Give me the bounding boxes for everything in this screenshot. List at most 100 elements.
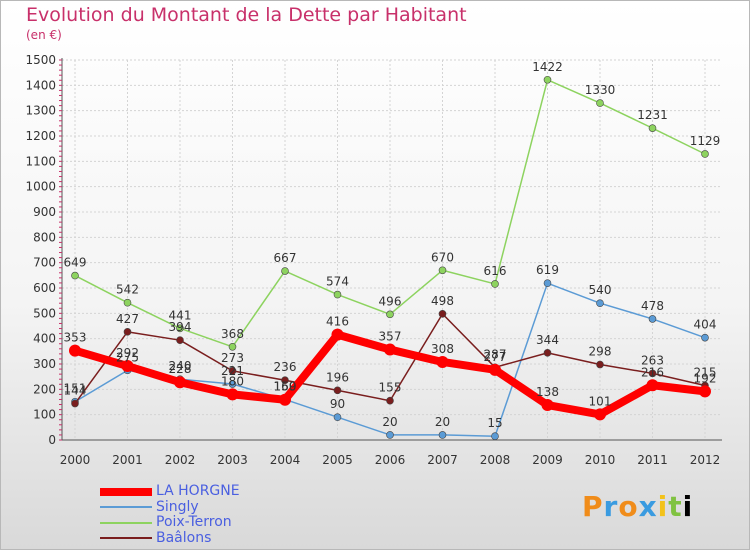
y-tick-label: 900 xyxy=(33,205,56,219)
data-point xyxy=(228,380,237,388)
y-tick-label: 800 xyxy=(33,230,56,244)
legend-swatch xyxy=(100,537,152,540)
data-point xyxy=(438,310,447,318)
y-tick-label: 1500 xyxy=(25,53,56,67)
data-label: 287 xyxy=(484,347,507,361)
data-label: 240 xyxy=(169,359,192,373)
data-point xyxy=(281,376,289,385)
y-tick-label: 0 xyxy=(48,433,56,447)
chart-title: Evolution du Montant de la Dette par Hab… xyxy=(26,4,467,26)
data-point xyxy=(491,432,499,441)
x-tick-label: 2000 xyxy=(60,453,91,467)
data-label: 20 xyxy=(382,415,397,429)
data-label: 478 xyxy=(641,299,664,313)
data-point xyxy=(543,279,552,287)
data-label: 215 xyxy=(694,366,717,380)
data-point xyxy=(228,342,237,351)
data-point xyxy=(174,376,186,389)
x-tick-label: 2001 xyxy=(112,453,143,467)
data-label: 667 xyxy=(274,251,297,265)
data-point xyxy=(541,399,554,412)
x-tick-label: 2003 xyxy=(217,453,248,467)
data-label: 20 xyxy=(435,415,450,429)
data-point xyxy=(701,150,709,158)
data-label: 616 xyxy=(484,264,507,278)
data-label: 394 xyxy=(169,320,192,334)
data-point xyxy=(438,431,447,439)
x-tick-label: 2008 xyxy=(480,453,511,467)
y-tick-label: 600 xyxy=(33,281,56,295)
data-point xyxy=(384,343,396,356)
data-point xyxy=(386,396,394,405)
data-point xyxy=(279,393,291,406)
x-tick-label: 2012 xyxy=(690,453,721,467)
legend-swatch xyxy=(100,487,152,496)
legend-item-la-horgne: LA HORGNE xyxy=(100,483,340,500)
data-point xyxy=(333,290,342,299)
data-point xyxy=(701,333,709,342)
data-point xyxy=(176,336,184,344)
data-label: 292 xyxy=(116,346,139,360)
y-tick-label: 300 xyxy=(33,357,56,371)
data-label: 496 xyxy=(379,294,402,308)
data-label: 1330 xyxy=(585,83,616,97)
data-point xyxy=(648,315,657,323)
y-tick-label: 200 xyxy=(33,382,56,396)
data-label: 275 xyxy=(116,350,139,364)
data-label: 1231 xyxy=(637,108,668,122)
data-label: 159 xyxy=(274,380,297,394)
data-label: 196 xyxy=(326,370,349,384)
legend-item-poix-terron: Poix-Terron xyxy=(100,514,340,531)
data-point xyxy=(596,299,604,308)
x-tick-label: 2007 xyxy=(427,453,458,467)
data-label: 155 xyxy=(379,381,402,395)
x-tick-label: 2009 xyxy=(532,453,563,467)
data-label: 404 xyxy=(694,318,717,332)
legend-swatch xyxy=(100,521,152,524)
data-label: 216 xyxy=(641,365,664,379)
data-point xyxy=(596,99,604,107)
data-point xyxy=(331,328,344,341)
data-label: 236 xyxy=(274,360,297,374)
data-label: 192 xyxy=(694,371,717,385)
data-point xyxy=(71,271,79,280)
data-label: 101 xyxy=(589,394,612,408)
data-label: 228 xyxy=(169,362,192,376)
y-tick-label: 1200 xyxy=(25,129,56,143)
data-label: 15 xyxy=(487,416,502,430)
data-label: 90 xyxy=(330,397,345,411)
data-label: 308 xyxy=(431,342,454,356)
y-tick-label: 400 xyxy=(33,332,56,346)
data-label: 1129 xyxy=(690,134,721,148)
data-label: 353 xyxy=(64,331,87,345)
data-label: 180 xyxy=(221,374,244,388)
y-tick-label: 100 xyxy=(33,408,56,422)
chart-subtitle: (en €) xyxy=(26,28,62,42)
legend-item-baalons: Baâlons xyxy=(100,530,340,547)
data-point xyxy=(648,369,657,378)
data-point xyxy=(228,367,237,375)
data-label: 263 xyxy=(641,353,664,367)
data-point xyxy=(333,413,342,422)
y-tick-label: 1100 xyxy=(25,154,56,168)
x-tick-label: 2011 xyxy=(637,453,668,467)
legend-label: Singly xyxy=(156,498,199,515)
data-label: 498 xyxy=(431,294,454,308)
x-tick-label: 2006 xyxy=(375,453,406,467)
data-point xyxy=(491,280,499,288)
data-point xyxy=(386,310,394,319)
data-label: 160 xyxy=(274,379,297,393)
data-label: 344 xyxy=(536,333,559,347)
data-point xyxy=(333,386,342,395)
data-point xyxy=(594,408,606,421)
data-point xyxy=(543,349,552,357)
data-label: 221 xyxy=(221,364,244,378)
y-tick-label: 1300 xyxy=(25,104,56,118)
data-label: 670 xyxy=(431,250,454,264)
x-tick-label: 2004 xyxy=(270,453,301,467)
data-label: 144 xyxy=(64,384,87,398)
data-point xyxy=(281,267,289,275)
data-label: 368 xyxy=(221,327,244,341)
